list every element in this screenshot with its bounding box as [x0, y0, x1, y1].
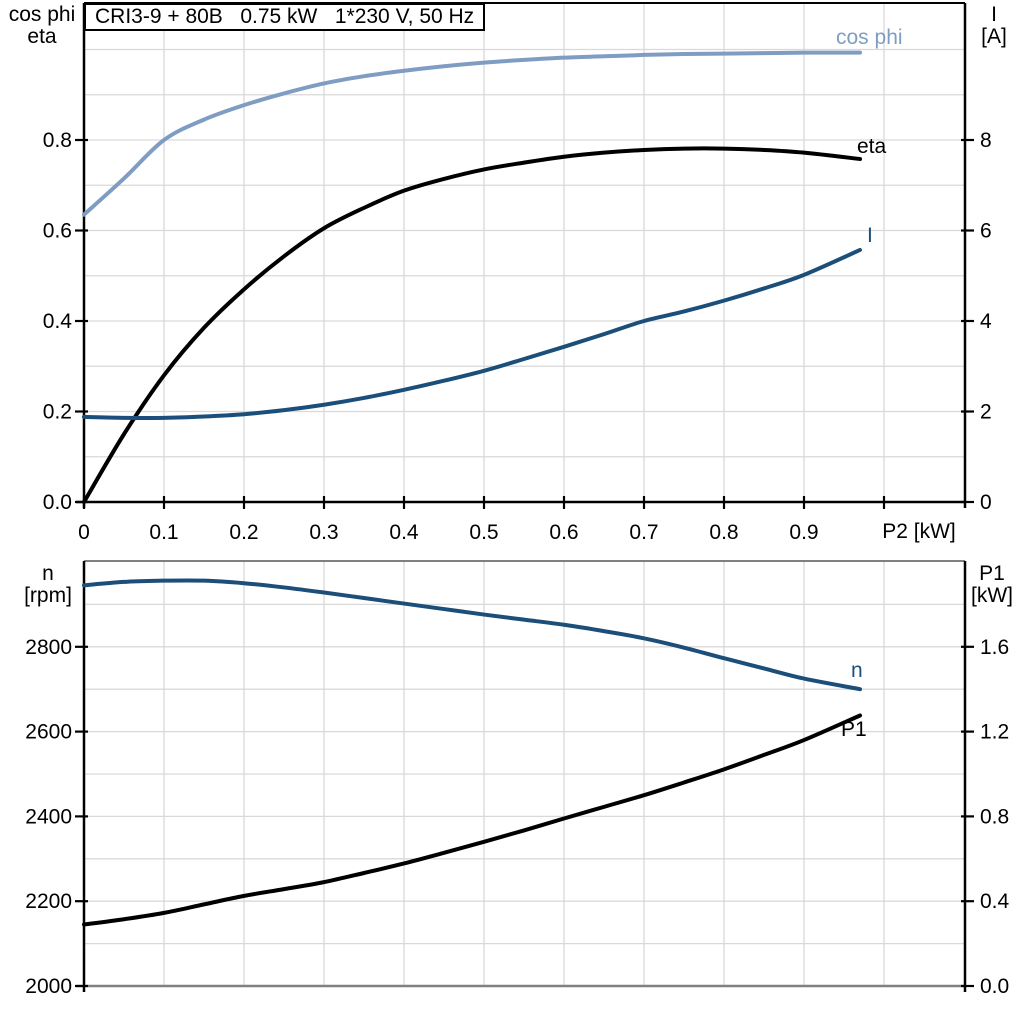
x-tick-label: 0: [78, 521, 90, 544]
x-tick-label: 0.5: [469, 521, 498, 544]
left-tick-label: 0.8: [43, 129, 72, 152]
left-tick-label: 0.4: [43, 310, 73, 333]
pump-title-box: CRI3-9 + 80B 0.75 kW 1*230 V, 50 Hz: [84, 3, 485, 31]
left-tick-label: 0.6: [43, 220, 72, 243]
right-tick-label: 4: [980, 310, 992, 333]
eta-curve-label: eta: [857, 135, 887, 158]
right-tick-label: 0: [980, 491, 992, 514]
cos-phi-axis-title: cos phi: [8, 3, 76, 26]
curve-i: [82, 247, 862, 420]
current-curve-label: I: [867, 224, 873, 247]
x-axis-title: P2 [kW]: [882, 520, 956, 543]
left-tick-label: 0.0: [43, 491, 72, 514]
right-tick-label: 0.4: [980, 890, 1010, 913]
x-tick-label: 0.3: [309, 521, 338, 544]
current-axis-unit: [A]: [981, 25, 1007, 48]
left-tick-label: 2800: [25, 636, 72, 659]
left-tick-label: 2200: [25, 890, 72, 913]
right-tick-label: 0.0: [980, 975, 1009, 998]
left-tick-label: 2400: [25, 805, 72, 828]
curve-n: [82, 578, 862, 692]
bottom-left-axis-title: n [rpm]: [6, 563, 90, 607]
x-tick-label: 0.7: [629, 521, 658, 544]
curve-eta: [82, 146, 862, 504]
right-tick-label: 1.2: [980, 721, 1009, 744]
right-tick-label: 2: [980, 401, 992, 424]
speed-axis-title: n: [42, 562, 54, 585]
top-right-axis-title: I [A]: [968, 4, 1020, 48]
left-tick-label: 0.2: [43, 401, 72, 424]
x-tick-label: 0.6: [549, 521, 578, 544]
p1-axis-title: P1: [979, 562, 1005, 585]
left-tick-label: 2600: [25, 721, 72, 744]
p1-axis-unit: [kW]: [971, 584, 1013, 607]
x-tick-label: 0.2: [229, 521, 258, 544]
x-tick-label: 0.9: [789, 521, 818, 544]
right-tick-label: 6: [980, 220, 992, 243]
top-left-axis-title: cos phi eta: [2, 4, 82, 48]
speed-curve-label: n: [851, 659, 863, 682]
x-tick-label: 0.8: [709, 521, 738, 544]
x-tick-label: 0.4: [389, 521, 419, 544]
eta-axis-title: eta: [27, 25, 57, 48]
x-tick-label: 0.1: [149, 521, 178, 544]
bottom-right-axis-title: P1 [kW]: [964, 563, 1020, 607]
left-tick-label: 2000: [25, 975, 72, 998]
curve-cos-phi: [82, 50, 862, 217]
cos-phi-curve-label: cos phi: [836, 26, 903, 49]
p1-curve-label: P1: [841, 718, 867, 741]
right-tick-label: 1.6: [980, 636, 1009, 659]
curve-p1: [82, 713, 862, 927]
right-tick-label: 0.8: [980, 805, 1009, 828]
right-tick-label: 8: [980, 129, 992, 152]
speed-axis-unit: [rpm]: [24, 584, 72, 607]
current-axis-title: I: [991, 3, 997, 26]
pump-title-text: CRI3-9 + 80B 0.75 kW 1*230 V, 50 Hz: [95, 5, 475, 28]
